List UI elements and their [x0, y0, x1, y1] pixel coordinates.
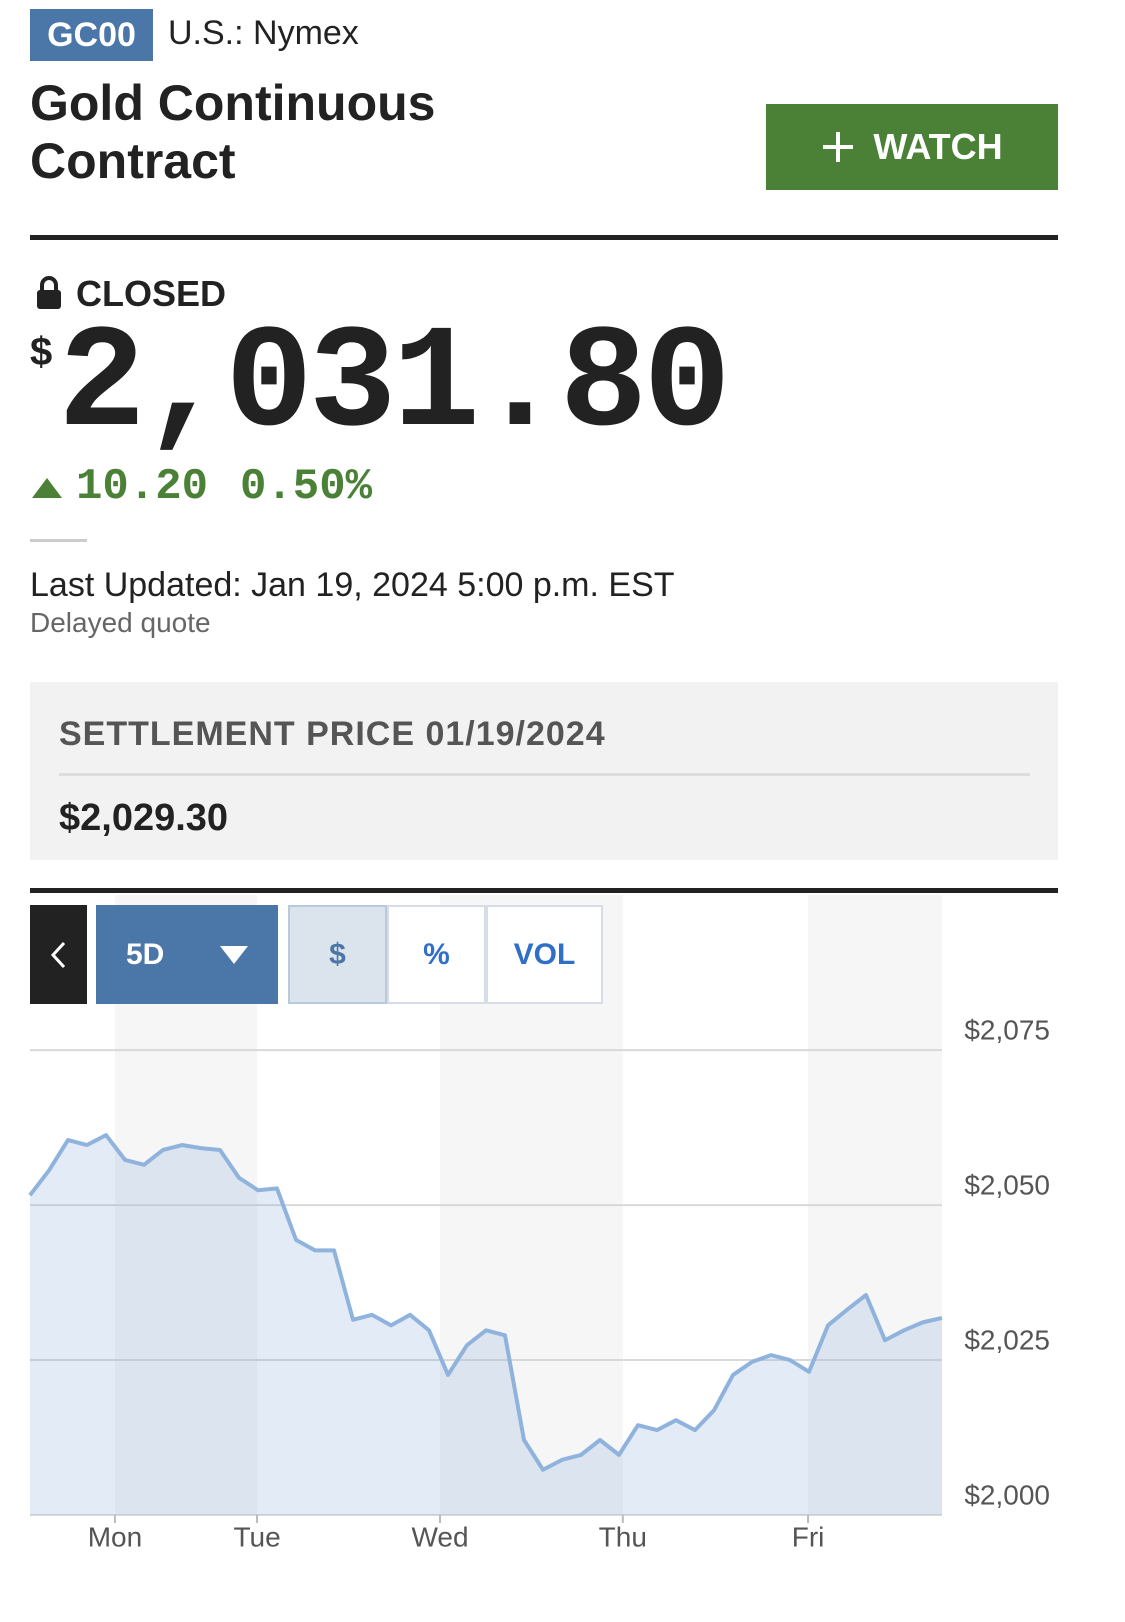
x-tick-label: Fri	[792, 1521, 825, 1552]
settlement-divider	[59, 773, 1030, 776]
tab-dollar[interactable]: $	[288, 905, 387, 1004]
symbol-badge: GC00	[30, 9, 153, 61]
last-updated: Last Updated: Jan 19, 2024 5:00 p.m. EST	[30, 566, 675, 604]
y-tick-label: $2,000	[964, 1479, 1050, 1510]
price-line	[28, 1133, 943, 1472]
plus-icon	[823, 132, 854, 162]
range-dropdown[interactable]: 5D	[96, 905, 278, 1004]
up-arrow	[32, 478, 62, 498]
x-tick-label: Tue	[233, 1521, 280, 1552]
price: 2,031.80	[58, 302, 731, 468]
market-status: CLOSED	[76, 273, 227, 314]
x-tick-label: Wed	[411, 1521, 468, 1552]
x-tick-label: Thu	[599, 1521, 647, 1552]
settlement-box: SETTLEMENT PRICE 01/19/2024 $2,029.30	[30, 682, 1058, 860]
delayed-note: Delayed quote	[30, 607, 211, 638]
back-button[interactable]	[30, 905, 87, 1004]
title: Gold Continuous Contract	[30, 75, 436, 189]
x-tick-label: Mon	[88, 1521, 142, 1552]
divider	[30, 235, 1058, 240]
watch-label: WATCH	[873, 126, 1003, 167]
lock-icon	[37, 276, 61, 309]
range-label: 5D	[126, 937, 165, 971]
y-tick-label: $2,075	[964, 1015, 1050, 1046]
settlement-label: SETTLEMENT PRICE 01/19/2024	[59, 715, 606, 753]
exchange: U.S.: Nymex	[168, 14, 359, 52]
short-divider	[30, 539, 87, 542]
tab-percent[interactable]: %	[387, 905, 486, 1004]
watch-button[interactable]: WATCH	[766, 104, 1058, 190]
tab-volume[interactable]: VOL	[486, 905, 603, 1004]
change-percent: 0.50%	[240, 462, 373, 512]
dropdown-icon	[220, 945, 248, 964]
change: 10.20	[76, 462, 209, 512]
settlement-value: $2,029.30	[59, 797, 229, 839]
area-fill	[30, 1135, 942, 1515]
y-tick-label: $2,025	[964, 1324, 1050, 1355]
currency: $	[30, 330, 53, 374]
divider	[30, 888, 1058, 893]
y-tick-label: $2,050	[964, 1170, 1050, 1201]
chevron-icon	[50, 941, 65, 968]
